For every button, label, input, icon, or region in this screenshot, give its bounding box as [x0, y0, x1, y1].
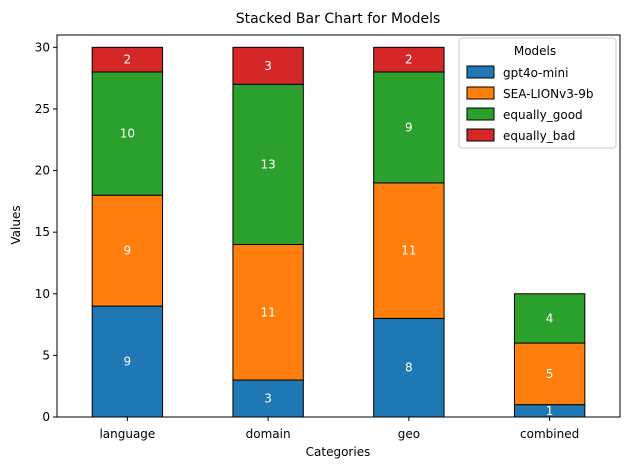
- data-label-domain-gpt4o-mini: 3: [264, 392, 272, 406]
- y-tick-label: 25: [35, 102, 50, 116]
- legend-swatch-equally_bad: [466, 128, 495, 142]
- y-axis-label: Values: [9, 205, 23, 244]
- data-label-geo-equally_bad: 2: [405, 53, 413, 67]
- data-label-domain-equally_bad: 3: [264, 59, 272, 73]
- bar-segment-combined-equally_good: [513, 293, 586, 344]
- data-label-geo-SEA-LIONv3-9b: 11: [401, 244, 416, 258]
- legend-label-SEA-LIONv3-9b: SEA-LIONv3-9b: [503, 87, 593, 101]
- x-tick-label-language: language: [99, 427, 155, 441]
- data-label-language-SEA-LIONv3-9b: 9: [124, 244, 132, 258]
- x-tick-label-combined: combined: [520, 427, 579, 441]
- y-tick-label: 0: [42, 410, 50, 424]
- data-label-geo-gpt4o-mini: 8: [405, 361, 413, 375]
- legend-label-gpt4o-mini: gpt4o-mini: [503, 66, 568, 80]
- data-label-language-gpt4o-mini: 9: [124, 355, 132, 369]
- legend-label-equally_bad: equally_bad: [503, 129, 575, 143]
- bar-stacks: [91, 46, 586, 418]
- plot-frame: [56, 34, 621, 418]
- legend-swatch-SEA-LIONv3-9b: [466, 86, 495, 100]
- bar-segment-language-equally_bad: [91, 46, 164, 73]
- data-label-language-equally_good: 10: [120, 127, 135, 141]
- x-axis-ticks: language domain geo combined: [99, 417, 579, 441]
- legend-items: gpt4o-mini SEA-LIONv3-9b equally_goodequal…: [466, 65, 593, 143]
- bar-segment-domain-gpt4o-mini: [232, 379, 304, 418]
- legend-title: Models: [514, 44, 556, 58]
- y-tick-label: 10: [35, 287, 50, 301]
- bar-segment-domain-equally_bad: [232, 46, 304, 85]
- bar-segment-combined-SEA-LIONv3-9b: [513, 342, 586, 406]
- y-tick-label: 20: [35, 164, 50, 178]
- x-tick-label-domain: domain: [246, 427, 291, 441]
- legend-label-equally_good: equally_good: [503, 108, 583, 122]
- bar-segment-geo-equally_bad: [373, 46, 445, 73]
- data-labels: 9 9 10 2 3 11 13 3 8 11 9 2 1 5 4: [120, 53, 554, 418]
- chart-title: Stacked Bar Chart for Models: [236, 11, 441, 27]
- legend-swatch-gpt4o-mini: [466, 65, 495, 79]
- data-label-combined-gpt4o-mini: 1: [546, 404, 554, 418]
- y-tick-label: 5: [42, 348, 50, 362]
- legend-box: [458, 37, 617, 149]
- y-tick-label: 30: [35, 40, 50, 54]
- bar-segment-geo-equally_good: [373, 71, 445, 184]
- bar-segment-language-SEA-LIONv3-9b: [91, 194, 164, 307]
- x-tick-label-geo: geo: [398, 427, 420, 441]
- data-label-combined-equally_good: 4: [546, 311, 554, 325]
- bar-segment-geo-SEA-LIONv3-9b: [373, 182, 445, 319]
- y-tick-label: 15: [35, 225, 50, 239]
- data-label-combined-SEA-LIONv3-9b: 5: [546, 367, 554, 381]
- data-label-language-equally_bad: 2: [124, 53, 132, 67]
- legend: Models gpt4o-mini SEA-LIONv3-9b equally_go…: [458, 37, 617, 149]
- legend-swatch-equally_good: [466, 107, 495, 121]
- data-label-domain-SEA-LIONv3-9b: 11: [260, 305, 275, 319]
- data-label-geo-equally_good: 9: [405, 120, 413, 134]
- data-label-domain-equally_good: 13: [260, 157, 275, 171]
- y-axis-ticks: 0 5 10 15 20 25 30: [35, 40, 57, 424]
- bar-segment-domain-SEA-LIONv3-9b: [232, 243, 304, 381]
- x-axis-label: Categories: [306, 445, 371, 459]
- bar-segment-language-equally_good: [91, 71, 164, 196]
- bar-segment-domain-equally_good: [232, 83, 304, 245]
